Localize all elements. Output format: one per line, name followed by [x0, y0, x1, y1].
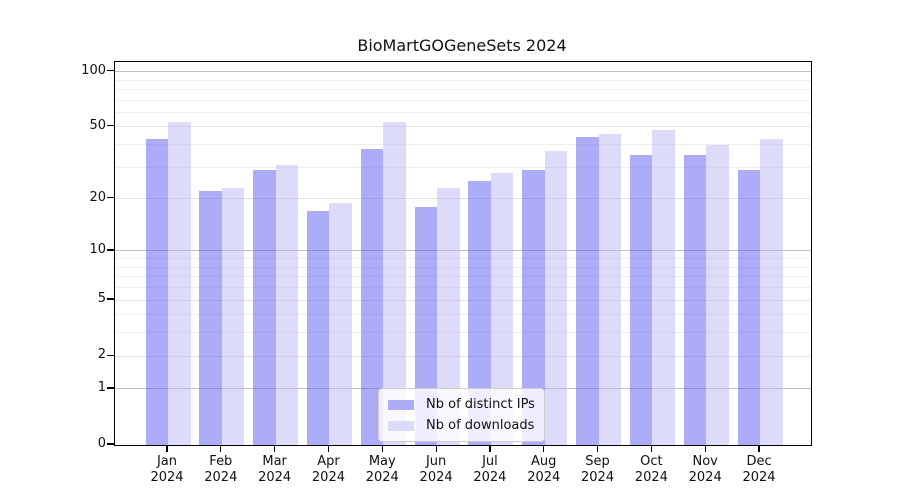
y-tick-mark: [107, 249, 114, 251]
chart-title: BioMartGOGeneSets 2024: [357, 36, 567, 55]
legend-swatch: [388, 399, 414, 410]
bar-distinct-ips: [306, 211, 330, 445]
gridline-minor: [115, 276, 811, 278]
y-tick-label: 10: [89, 241, 106, 257]
y-tick-label: 20: [89, 189, 106, 205]
bar-downloads: [760, 138, 783, 445]
y-tick-label: 1: [97, 379, 106, 395]
x-tick-mark: [650, 445, 652, 452]
x-tick-label: Apr 2024: [311, 454, 345, 485]
x-tick-mark: [220, 445, 222, 452]
bar-distinct-ips: [253, 169, 276, 445]
y-tick-mark: [107, 298, 114, 300]
bar-downloads: [329, 202, 352, 445]
bar-distinct-ips: [576, 137, 599, 445]
gridline-minor: [115, 88, 811, 90]
y-tick-label: 2: [97, 347, 106, 363]
x-tick-label: Aug 2024: [527, 454, 561, 485]
legend-item: Nb of downloads: [388, 417, 535, 434]
y-tick-label: 0: [97, 436, 106, 451]
y-tick-mark: [107, 443, 114, 445]
bar-distinct-ips: [522, 169, 545, 445]
y-tick-label: 100: [81, 62, 106, 78]
x-tick-mark: [381, 445, 383, 452]
bar-downloads: [168, 122, 191, 445]
bar-downloads: [221, 187, 245, 445]
gridline-minor: [115, 99, 811, 101]
gridline-minor: [115, 258, 811, 260]
x-tick-label: Nov 2024: [688, 454, 722, 485]
bar-downloads: [437, 187, 460, 445]
gridline-minor: [115, 79, 811, 81]
gridline-minor: [115, 332, 811, 334]
x-tick-mark: [274, 445, 276, 452]
x-tick-mark: [596, 445, 599, 452]
gridline-minor: [115, 287, 811, 289]
bar-distinct-ips: [683, 155, 707, 445]
x-tick-mark: [435, 445, 437, 452]
legend-label: Nb of distinct IPs: [426, 397, 535, 412]
legend-item: Nb of distinct IPs: [388, 396, 535, 413]
legend: Nb of distinct IPs Nb of downloads: [378, 388, 545, 442]
x-tick-mark: [166, 445, 168, 452]
bar-distinct-ips: [145, 138, 168, 445]
bar-downloads: [383, 122, 406, 445]
x-tick-mark: [758, 445, 760, 452]
gridline-minor: [115, 111, 811, 113]
gridline-decade: [115, 71, 811, 73]
bar-distinct-ips: [199, 191, 222, 445]
bar-downloads: [652, 130, 675, 445]
x-tick-mark: [704, 445, 706, 452]
bar-downloads: [598, 133, 622, 445]
gridline: [115, 355, 811, 357]
x-tick-label: Jun 2024: [419, 454, 453, 485]
gridline-minor: [115, 166, 811, 168]
y-tick-mark: [107, 387, 114, 389]
x-tick-label: Sep 2024: [581, 454, 615, 485]
bar-downloads: [490, 172, 514, 445]
x-tick-label: Dec 2024: [742, 454, 776, 485]
bar-downloads: [275, 164, 299, 445]
bar-distinct-ips: [468, 181, 491, 445]
x-tick-mark: [489, 445, 491, 452]
bar-downloads: [706, 144, 729, 445]
gridline: [115, 198, 811, 200]
y-tick-mark: [107, 354, 114, 356]
x-tick-label: Feb 2024: [204, 454, 238, 485]
gridline: [115, 126, 811, 128]
y-tick-label: 50: [89, 117, 106, 133]
y-tick-mark: [107, 197, 114, 199]
y-tick-mark: [107, 69, 114, 72]
gridline-decade: [115, 250, 811, 252]
x-tick-label: May 2024: [365, 454, 399, 485]
x-tick-label: Oct 2024: [634, 454, 668, 485]
x-tick-label: Jul 2024: [473, 454, 507, 485]
bar-downloads: [544, 150, 568, 445]
bar-distinct-ips: [629, 155, 653, 445]
x-tick-mark: [543, 445, 545, 452]
bar-distinct-ips: [737, 169, 761, 445]
plot-area: Nb of distinct IPs Nb of downloads: [114, 61, 812, 446]
y-tick-mark: [107, 125, 114, 127]
bar-distinct-ips: [414, 206, 438, 445]
x-tick-label: Jan 2024: [150, 454, 184, 485]
y-tick-label: 5: [97, 291, 106, 307]
gridline: [115, 299, 811, 301]
legend-label: Nb of downloads: [426, 418, 535, 433]
bar-distinct-ips: [360, 148, 384, 445]
x-tick-label: Mar 2024: [258, 454, 292, 485]
gridline-minor: [115, 266, 811, 268]
gridline-minor: [115, 314, 811, 316]
x-tick-mark: [327, 445, 330, 452]
gridline-minor: [115, 144, 811, 146]
legend-swatch: [388, 420, 414, 431]
